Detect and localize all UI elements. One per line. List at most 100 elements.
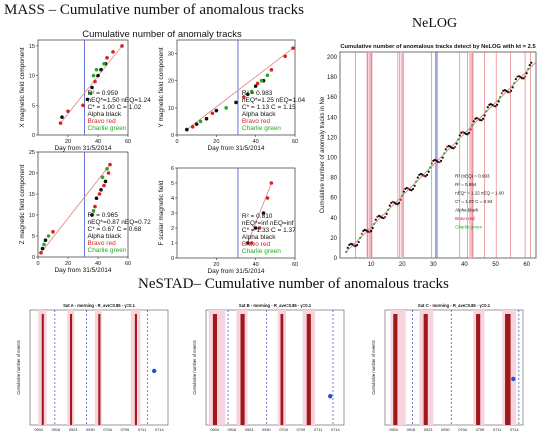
nelog-y-tick-label: 140	[327, 115, 338, 121]
data-point	[259, 78, 264, 83]
r2-annotation: R² = 0.959	[88, 90, 119, 97]
nelog-y-tick-label: 40	[330, 216, 337, 222]
nestad-x-tick-label: 0714	[331, 428, 339, 432]
y-tick-label: 1	[171, 241, 174, 247]
legend-bravo: Bravo red	[88, 118, 117, 125]
data-point	[102, 183, 106, 188]
nelog-point	[500, 92, 503, 95]
nestad-x-tick-label: 0709	[297, 428, 305, 432]
data-point	[46, 234, 51, 238]
nelog-y-tick-label: 180	[327, 75, 338, 81]
mass-heading: MASS – Cumulative number of anomalous tr…	[4, 2, 304, 18]
data-point	[204, 116, 209, 121]
nelog-point	[457, 138, 460, 141]
nelog-point	[524, 75, 527, 78]
y-tick-label: 10	[168, 106, 174, 112]
legend-charlie: Charlie green	[88, 247, 127, 254]
c-annotation: C* = 0.67 C = 0.68	[88, 226, 142, 233]
nelog-point	[424, 175, 427, 178]
nelog-annotation: nEQ* = 1.22 nEQ = 1.00	[455, 191, 504, 196]
legend-alpha: Alpha black	[88, 233, 122, 240]
nelog-point	[514, 78, 517, 81]
nestad-y-axis-label: Cumulative number of events	[371, 340, 376, 394]
y-axis-label: F scalar magnetic field	[158, 180, 165, 245]
data-point	[108, 162, 112, 167]
c-annotation: C* = 1.13 C = 1.15	[242, 104, 296, 111]
y-tick-label: 15	[29, 192, 35, 198]
data-point	[93, 204, 97, 209]
nestad-x-tick-label: 0704	[279, 428, 287, 432]
y-tick-label: 6	[171, 166, 174, 172]
nestad-x-tick-label: 0904	[34, 428, 42, 432]
nelog-point	[421, 173, 424, 176]
nelog-point	[483, 114, 486, 117]
nelog-point	[463, 131, 466, 134]
nelog-point	[454, 145, 457, 148]
nelog-point	[379, 215, 382, 218]
nelog-point	[480, 119, 483, 122]
y-tick-label: 0	[32, 133, 35, 139]
nelog-point	[485, 110, 488, 113]
nelog-point	[387, 208, 390, 211]
nelog-point	[452, 147, 455, 150]
nelog-point	[388, 204, 391, 207]
legend-bravo: Bravo red	[242, 118, 271, 125]
nelog-point	[505, 89, 508, 93]
x-axis-label: Day from 31/5/2014	[54, 267, 111, 274]
nelog-point	[438, 161, 441, 164]
x-axis-label: Day from 31/5/2014	[207, 145, 264, 152]
nelog-point	[472, 120, 475, 123]
nelog-point	[522, 77, 525, 80]
data-point	[81, 103, 85, 108]
nelog-point	[458, 134, 461, 137]
data-point	[99, 67, 103, 72]
data-point	[214, 108, 219, 113]
nelog-heading: NeLOG	[412, 16, 458, 31]
nelog-point	[519, 75, 522, 79]
data-point	[51, 230, 55, 234]
nelog-y-tick-label: 20	[330, 236, 337, 242]
r2-annotation: R² = 0.983	[242, 90, 273, 97]
nelog-x-tick-label: 30	[430, 262, 437, 268]
nelog-annotation: C* = 1.07 C = 0.94	[455, 199, 493, 204]
nelog-annotation: Alpha black	[455, 208, 479, 213]
nelog-point	[508, 91, 511, 94]
nelog-point	[373, 222, 376, 225]
nelog-point	[399, 198, 402, 201]
nelog-x-tick-label: 40	[461, 262, 468, 268]
nelog-point	[359, 236, 362, 239]
nestad-bar	[505, 314, 511, 425]
nelog-point	[441, 156, 444, 159]
nestad-bar	[134, 314, 137, 425]
data-point	[58, 121, 63, 125]
nelog-point	[345, 250, 348, 254]
x-tick-label: 20	[65, 139, 71, 145]
nelog-point	[346, 246, 349, 249]
data-point	[224, 106, 228, 110]
nelog-point	[435, 159, 438, 162]
nelog-point	[482, 117, 485, 120]
x-tick-label: 20	[213, 262, 219, 268]
nelog-point	[413, 184, 416, 187]
nelog-point	[360, 232, 363, 235]
data-point	[261, 211, 266, 215]
fit-line	[40, 164, 111, 254]
nelog-point	[365, 229, 368, 232]
nelog-point	[357, 240, 360, 244]
nelog-band	[469, 52, 474, 258]
nelog-y-tick-label: 120	[327, 135, 338, 141]
nestad-frame	[384, 309, 524, 426]
nestad-x-tick-label: 0704	[458, 428, 466, 432]
data-point	[90, 213, 94, 217]
data-point	[66, 109, 70, 114]
nelog-point	[469, 128, 472, 131]
neq-annotation: nEQ*=0.87 nEQ=0.72	[88, 219, 152, 226]
nestad-bar	[280, 314, 284, 425]
nestad-x-tick-label: 0704	[103, 428, 111, 432]
y-tick-label: 0	[171, 133, 174, 139]
nelog-point	[511, 86, 514, 89]
y-tick-label: 4	[171, 196, 174, 202]
data-point	[190, 125, 195, 129]
y-tick-label: 5	[32, 103, 35, 109]
data-point	[265, 196, 270, 200]
